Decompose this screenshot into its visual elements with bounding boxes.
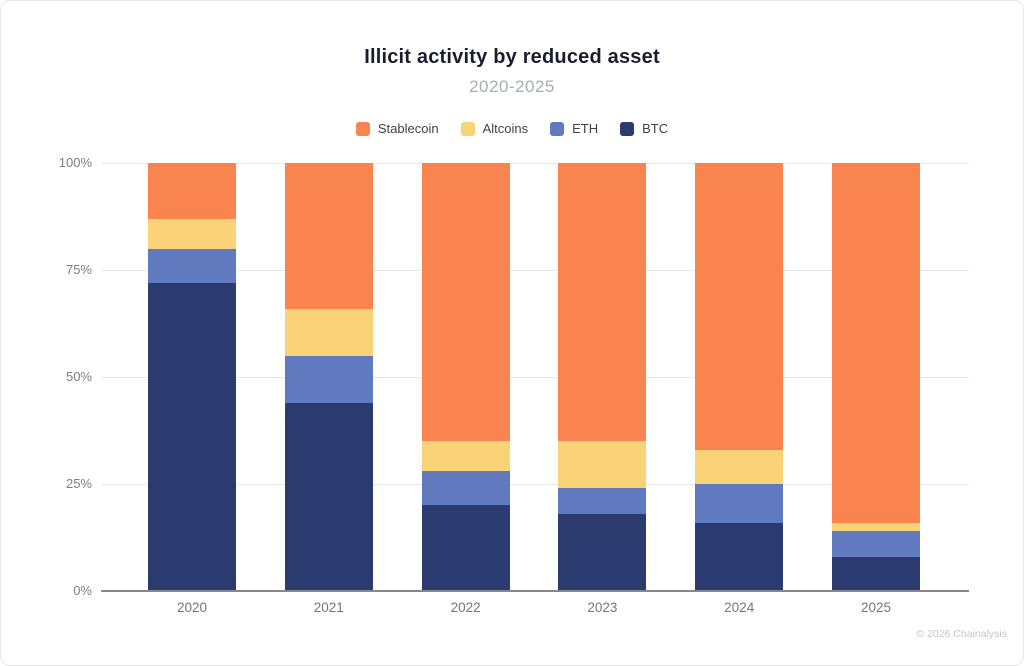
bars: 2020 2021 2022 2023 2024 2025 xyxy=(101,163,969,615)
x-axis-line xyxy=(101,590,969,592)
bar-segment-stablecoin-2023 xyxy=(558,163,647,442)
gridline xyxy=(101,163,969,164)
bar-segment-btc-2025 xyxy=(831,556,920,591)
y-tick-label: 100% xyxy=(58,155,92,170)
bar-segment-eth-2024 xyxy=(695,484,784,523)
legend-swatch-stablecoin xyxy=(355,121,370,136)
y-tick-label: 75% xyxy=(65,262,92,277)
bar-segment-stablecoin-2021 xyxy=(284,163,373,309)
y-tick-label: 50% xyxy=(65,369,92,384)
bar-segment-eth-2025 xyxy=(831,531,920,557)
bar-segment-altcoins-2023 xyxy=(558,441,647,489)
y-tick-label: 0% xyxy=(73,583,92,598)
bar-segment-eth-2023 xyxy=(558,488,647,514)
bar-segment-btc-2022 xyxy=(421,505,510,591)
legend-item-eth: ETH xyxy=(550,121,598,136)
legend-swatch-eth xyxy=(550,121,565,136)
legend: Stablecoin Altcoins ETH BTC xyxy=(1,121,1023,136)
legend-swatch-btc xyxy=(620,121,635,136)
bar-segment-stablecoin-2022 xyxy=(421,163,510,442)
bar-2024: 2024 xyxy=(695,163,784,615)
bar-segment-stablecoin-2020 xyxy=(148,163,236,219)
bar-segment-altcoins-2024 xyxy=(695,449,784,485)
bar-segment-eth-2020 xyxy=(148,248,236,283)
legend-label: Stablecoin xyxy=(377,121,439,136)
x-tick-label: 2021 xyxy=(313,600,344,615)
legend-label: Altcoins xyxy=(482,121,529,136)
gridlines xyxy=(101,163,969,591)
bar-segment-btc-2024 xyxy=(695,522,784,591)
legend-item-altcoins: Altcoins xyxy=(460,121,529,136)
gridline xyxy=(101,377,969,378)
legend-swatch-altcoins xyxy=(460,121,475,136)
chart-subtitle: 2020-2025 xyxy=(469,77,555,96)
plot-area: 2020 2021 2022 2023 2024 2025 xyxy=(101,163,969,615)
bar-segment-btc-2023 xyxy=(558,513,647,591)
copyright-note: © 2026 Chainalysis xyxy=(916,628,1007,640)
bar-segment-stablecoin-2025 xyxy=(831,163,920,523)
x-tick-label: 2023 xyxy=(587,600,618,615)
x-tick-label: 2025 xyxy=(860,600,892,615)
bar-2021: 2021 xyxy=(284,163,373,615)
bar-2022: 2022 xyxy=(421,163,510,615)
chart-title: Illicit activity by reduced asset xyxy=(364,46,660,68)
bar-segment-altcoins-2025 xyxy=(831,522,920,532)
bar-segment-eth-2021 xyxy=(284,355,373,403)
bar-segment-stablecoin-2024 xyxy=(695,163,784,450)
x-tick-label: 2024 xyxy=(724,600,755,615)
x-tick-label: 2020 xyxy=(176,600,208,615)
bar-segment-altcoins-2022 xyxy=(421,441,510,472)
bar-2023: 2023 xyxy=(558,163,647,615)
gridline xyxy=(101,270,969,271)
x-tick-label: 2022 xyxy=(450,600,481,615)
bar-2020: 2020 xyxy=(148,163,236,615)
bar-segment-btc-2021 xyxy=(284,402,373,591)
bar-segment-altcoins-2021 xyxy=(284,308,373,356)
bar-segment-altcoins-2020 xyxy=(148,218,236,249)
y-tick-label: 25% xyxy=(65,476,92,491)
legend-item-btc: BTC xyxy=(620,121,668,136)
gridline xyxy=(101,484,969,485)
bar-segment-btc-2020 xyxy=(148,282,236,591)
legend-item-stablecoin: Stablecoin xyxy=(355,121,439,136)
legend-label: ETH xyxy=(572,121,599,136)
legend-label: BTC xyxy=(642,121,669,136)
bar-2025: 2025 xyxy=(831,163,920,615)
y-axis-labels: 0% 25% 50% 75% 100% xyxy=(1,155,92,598)
bar-segment-eth-2022 xyxy=(421,471,510,506)
